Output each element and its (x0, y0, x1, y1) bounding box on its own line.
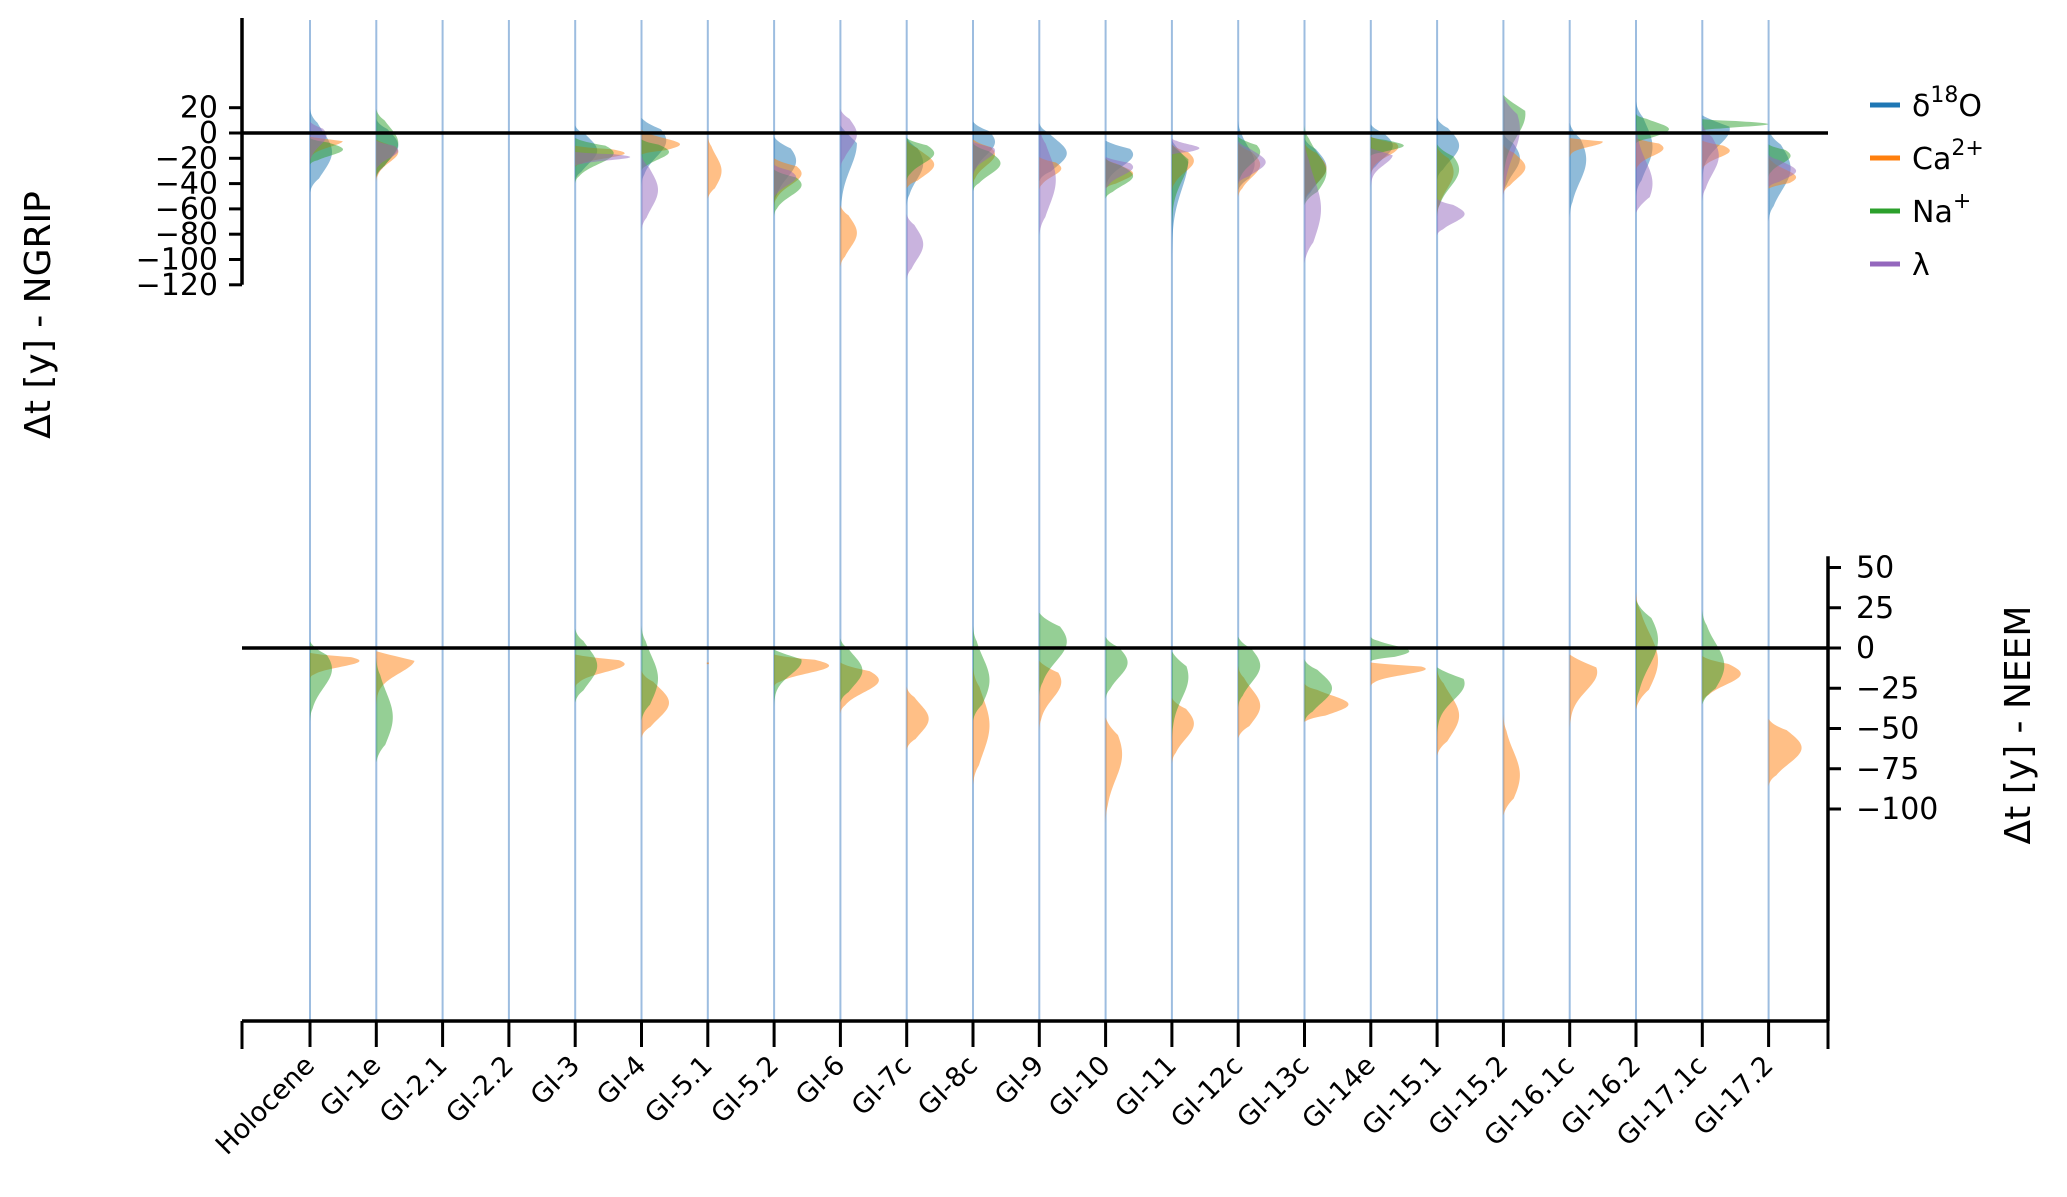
ylabel-top: Δt [y] - NGRIP (18, 191, 59, 439)
y-tick-label-top: 0 (199, 116, 218, 151)
violin-bottom-Ca-GI-9 (1039, 660, 1062, 732)
x-tick-label-GI-8c: GI-8c (912, 1050, 984, 1122)
violin-bottom-Na-GI-6 (840, 638, 863, 703)
violin-top-lambda-GI-12c (1238, 140, 1266, 184)
legend-label-Ca: Ca2+ (1912, 136, 1984, 177)
y-tick-label-top: −40 (155, 167, 218, 202)
x-tick-label-GI-5.1: GI-5.1 (639, 1050, 719, 1130)
violin-top-Ca-GI-5.1 (707, 135, 722, 199)
violin-top-Na-GI-17.1c (1702, 119, 1769, 131)
violin-bottom-Na-GI-3 (575, 628, 598, 703)
x-tick-label-GI-13c: GI-13c (1231, 1050, 1315, 1134)
y-tick-label-bottom: −100 (1856, 792, 1938, 827)
violin-top-Na-GI-15.1 (1437, 144, 1460, 217)
violin-top-lambda-GI-17.2 (1768, 154, 1797, 188)
violin-bottom-Ca-GI-10 (1105, 717, 1123, 824)
violin-top-lambda-GI-10 (1105, 157, 1134, 193)
y-tick-label-top: −120 (136, 268, 218, 303)
y-tick-label-top: −60 (155, 192, 218, 227)
violin-top-lambda-GI-15.1 (1437, 198, 1465, 236)
violin-top-lambda-GI-9 (1039, 125, 1056, 236)
violin-bottom-Ca-GI-7c (906, 686, 929, 750)
violin-top-lambda-GI-17.1c (1702, 124, 1719, 202)
x-tick-label-GI-10: GI-10 (1043, 1050, 1117, 1124)
violin-bottom-Na-GI-9 (1039, 612, 1067, 697)
x-tick-label-GI-12c: GI-12c (1165, 1050, 1249, 1134)
legend-label-d18O: δ18O (1912, 83, 1982, 124)
x-tick-label-GI-7c: GI-7c (846, 1050, 918, 1122)
x-tick-label-GI-6: GI-6 (790, 1050, 851, 1111)
y-tick-label-bottom: 25 (1856, 591, 1894, 626)
violin-top-d18O-GI-16.1c (1569, 122, 1587, 218)
legend-label-lambda: λ (1912, 248, 1930, 283)
violin-bottom-Na-GI-12c (1238, 636, 1261, 708)
y-tick-label-bottom: 50 (1856, 551, 1894, 586)
violin-bottom-Ca-GI-17.2 (1768, 718, 1802, 787)
violin-bottom-Na-GI-10 (1105, 636, 1128, 700)
violin-bottom-Na-GI-15.1 (1437, 667, 1465, 737)
violin-top-Na-GI-4 (641, 139, 669, 171)
violin-top-lambda-GI-1e (376, 140, 399, 171)
axes (229, 18, 1841, 1049)
tick-labels: 200−20−40−60−80−100−12050250−25−50−75−10… (136, 91, 1939, 1161)
violins (310, 95, 1802, 824)
violin-bottom-Ca-GI-11 (1171, 697, 1194, 764)
violin-top-lambda-GI-16.2 (1636, 119, 1653, 213)
violin-bottom-Na-GI-1e (376, 657, 393, 763)
y-tick-label-top: 20 (180, 91, 218, 126)
violin-bottom-Na-GI-5.2 (774, 649, 802, 708)
violin-bottom-Na-GI-13c (1304, 659, 1332, 723)
ylabel-bottom: Δt [y] - NEEM (1998, 606, 2039, 845)
violin-top-lambda-GI-15.2 (1503, 96, 1520, 204)
y-tick-label-bottom: −75 (1856, 752, 1919, 787)
x-tick-label-GI-3: GI-3 (525, 1050, 586, 1111)
y-tick-label-top: −100 (136, 243, 218, 278)
x-tick-label-GI-1e: GI-1e (314, 1050, 387, 1123)
violin-top-Na-GI-7c (906, 138, 935, 182)
violin-top-Ca-GI-16.1c (1569, 138, 1603, 159)
violin-top-lambda-GI-6 (840, 108, 857, 169)
violin-bottom-Ca-GI-14e (1370, 662, 1426, 687)
violin-top-lambda-GI-3 (575, 151, 631, 166)
violin-top-lambda-GI-11 (1171, 138, 1200, 155)
x-tick-label-GI-2.2: GI-2.2 (440, 1050, 520, 1130)
violin-top-lambda-GI-7c (906, 213, 924, 280)
violin-bottom-Na-GI-16.2 (1636, 599, 1658, 710)
y-tick-label-top: −80 (155, 217, 218, 252)
violin-top-lambda-GI-4 (641, 154, 658, 231)
violin-bottom-Na-GI-11 (1171, 651, 1189, 742)
legend: δ18O Ca2+ Na+ λ (1870, 83, 1984, 283)
y-tick-label-bottom: −50 (1856, 712, 1919, 747)
violin-top-lambda-GI-14e (1370, 148, 1393, 192)
x-tick-label-GI-4: GI-4 (591, 1050, 652, 1111)
y-tick-label-top: −20 (155, 141, 218, 176)
violin-top-lambda-GI-13c (1304, 138, 1321, 264)
x-tick-label-GI-9: GI-9 (989, 1050, 1050, 1111)
legend-label-Na: Na+ (1912, 189, 1971, 230)
violin-bottom-Ca-GI-15.2 (1503, 714, 1520, 816)
violin-bottom-Ca-GI-16.1c (1569, 654, 1598, 732)
violin-top-Ca-GI-6 (840, 205, 857, 268)
violin-bottom-Na-GI-17.1c (1702, 609, 1725, 705)
y-tick-label-bottom: −25 (1856, 671, 1919, 706)
violin-bottom-Ca-GI-1e (376, 651, 415, 710)
violin-top-Ca-GI-16.2 (1636, 138, 1664, 171)
x-tick-label-GI-5.2: GI-5.2 (705, 1050, 785, 1130)
x-tick-label-Holocene: Holocene (210, 1050, 321, 1161)
y-tick-label-bottom: 0 (1856, 631, 1875, 666)
violin-top-lambda-GI-8c (973, 141, 995, 179)
violin-top-Na-GI-16.2 (1636, 114, 1669, 144)
violin-top-Na-GI-11 (1171, 144, 1189, 235)
x-tick-label-GI-2.1: GI-2.1 (374, 1050, 454, 1130)
violin-bottom-Na-Holocene (310, 641, 332, 723)
violin-top-lambda-GI-5.2 (774, 164, 797, 199)
